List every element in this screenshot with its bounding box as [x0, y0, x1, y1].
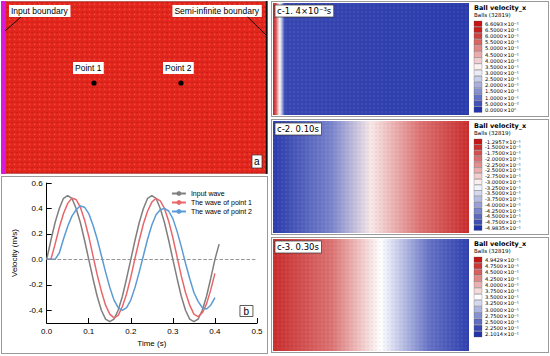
svg-text:2.2500×10⁻¹: 2.2500×10⁻¹ [485, 325, 519, 331]
svg-text:0.2: 0.2 [125, 327, 137, 336]
svg-text:2.0000×10⁻¹: 2.0000×10⁻¹ [485, 82, 519, 88]
svg-text:5.5000×10⁻¹: 5.5000×10⁻¹ [485, 39, 519, 45]
svg-text:4.7500×10⁻¹: 4.7500×10⁻¹ [485, 263, 519, 269]
svg-text:Balls (32819): Balls (32819) [474, 248, 511, 254]
svg-text:-1.5000×10⁻¹: -1.5000×10⁻¹ [485, 144, 521, 151]
svg-text:The wave of point 1: The wave of point 1 [191, 199, 252, 207]
svg-text:3.0000×10⁻¹: 3.0000×10⁻¹ [485, 70, 519, 76]
svg-text:Time (s): Time (s) [137, 339, 166, 348]
svg-text:Semi-infinite boundary: Semi-infinite boundary [174, 6, 259, 16]
svg-text:-2.7500×10⁻¹: -2.7500×10⁻¹ [485, 173, 521, 180]
svg-text:6.0000×10⁻¹: 6.0000×10⁻¹ [485, 33, 519, 39]
svg-text:-4.2500×10⁻¹: -4.2500×10⁻¹ [485, 207, 521, 214]
svg-text:5.0000×10⁻¹: 5.0000×10⁻¹ [485, 45, 519, 51]
svg-text:4.2500×10⁻¹: 4.2500×10⁻¹ [485, 276, 519, 282]
svg-text:c-1. 4×10⁻³s: c-1. 4×10⁻³s [277, 6, 332, 16]
svg-text:5.0000×10⁻²: 5.0000×10⁻² [485, 101, 519, 107]
svg-text:0.5: 0.5 [251, 327, 263, 336]
svg-text:Point 2: Point 2 [165, 63, 192, 73]
svg-text:2.5000×10⁻¹: 2.5000×10⁻¹ [485, 76, 519, 82]
svg-text:-4.0000×10⁻¹: -4.0000×10⁻¹ [485, 201, 521, 208]
svg-text:3.0000×10⁻¹: 3.0000×10⁻¹ [485, 307, 519, 313]
svg-text:Velocity (m/s): Velocity (m/s) [10, 229, 19, 277]
svg-text:0.3: 0.3 [167, 327, 179, 336]
svg-text:-2.0000×10⁻¹: -2.0000×10⁻¹ [485, 155, 521, 162]
svg-text:Point 1: Point 1 [75, 63, 102, 73]
svg-text:-0.4: -0.4 [29, 306, 43, 315]
svg-text:Balls (32819): Balls (32819) [474, 130, 511, 136]
svg-text:0.2: 0.2 [32, 229, 44, 238]
svg-text:2.1014×10⁻¹: 2.1014×10⁻¹ [485, 331, 519, 337]
svg-text:Ball velocity_x: Ball velocity_x [474, 122, 527, 130]
svg-text:Ball velocity_x: Ball velocity_x [474, 240, 527, 248]
svg-text:0.4: 0.4 [32, 204, 44, 213]
svg-text:-4.7500×10⁻¹: -4.7500×10⁻¹ [485, 219, 521, 226]
svg-text:0.0000×10⁰: 0.0000×10⁰ [485, 107, 516, 113]
svg-text:0.1: 0.1 [83, 327, 95, 336]
svg-text:Input wave: Input wave [191, 190, 225, 198]
svg-text:Balls (32819): Balls (32819) [474, 12, 511, 18]
svg-text:3.2500×10⁻¹: 3.2500×10⁻¹ [485, 300, 519, 306]
svg-text:Ball velocity_x: Ball velocity_x [474, 4, 527, 12]
svg-text:2.5000×10⁻¹: 2.5000×10⁻¹ [485, 319, 519, 325]
svg-text:b: b [243, 306, 249, 317]
svg-text:4.0000×10⁻¹: 4.0000×10⁻¹ [485, 58, 519, 64]
svg-text:0.6: 0.6 [32, 179, 44, 188]
svg-text:3.7500×10⁻¹: 3.7500×10⁻¹ [485, 288, 519, 294]
svg-text:-3.0000×10⁻¹: -3.0000×10⁻¹ [485, 178, 521, 185]
svg-text:-1.2957×10⁻¹: -1.2957×10⁻¹ [485, 138, 521, 145]
svg-text:1.5000×10⁻¹: 1.5000×10⁻¹ [485, 88, 519, 94]
svg-text:-3.2500×10⁻¹: -3.2500×10⁻¹ [485, 184, 521, 191]
svg-text:2.7500×10⁻¹: 2.7500×10⁻¹ [485, 313, 519, 319]
svg-text:4.0000×10⁻¹: 4.0000×10⁻¹ [485, 282, 519, 288]
svg-text:4.5000×10⁻¹: 4.5000×10⁻¹ [485, 52, 519, 58]
svg-text:3.5000×10⁻¹: 3.5000×10⁻¹ [485, 294, 519, 300]
svg-text:c-3. 0.30s: c-3. 0.30s [277, 242, 319, 252]
svg-text:4.9429×10⁻¹: 4.9429×10⁻¹ [485, 257, 519, 263]
svg-text:-2.2500×10⁻¹: -2.2500×10⁻¹ [485, 161, 521, 168]
svg-text:0.0: 0.0 [32, 255, 44, 264]
svg-text:-2.5000×10⁻¹: -2.5000×10⁻¹ [485, 167, 521, 174]
svg-text:3.5000×10⁻¹: 3.5000×10⁻¹ [485, 64, 519, 70]
svg-text:-4.5000×10⁻¹: -4.5000×10⁻¹ [485, 213, 521, 220]
svg-text:6.5000×10⁻¹: 6.5000×10⁻¹ [485, 27, 519, 33]
svg-text:-3.7500×10⁻¹: -3.7500×10⁻¹ [485, 196, 521, 203]
svg-text:0.0: 0.0 [41, 327, 53, 336]
svg-text:The wave of point 2: The wave of point 2 [191, 208, 252, 216]
svg-text:a: a [254, 156, 260, 167]
svg-text:4.5000×10⁻¹: 4.5000×10⁻¹ [485, 269, 519, 275]
svg-text:6.6093×10⁻¹: 6.6093×10⁻¹ [485, 21, 519, 27]
svg-text:-3.5000×10⁻¹: -3.5000×10⁻¹ [485, 190, 521, 197]
svg-text:-1.7500×10⁻¹: -1.7500×10⁻¹ [485, 150, 521, 157]
svg-text:-0.2: -0.2 [29, 280, 43, 289]
svg-text:-4.9835×10⁻¹: -4.9835×10⁻¹ [485, 225, 521, 231]
svg-text:c-2. 0.10s: c-2. 0.10s [277, 124, 319, 134]
svg-text:0.4: 0.4 [209, 327, 221, 336]
svg-text:Input boundary: Input boundary [11, 6, 68, 16]
svg-text:1.0000×10⁻¹: 1.0000×10⁻¹ [485, 95, 519, 101]
